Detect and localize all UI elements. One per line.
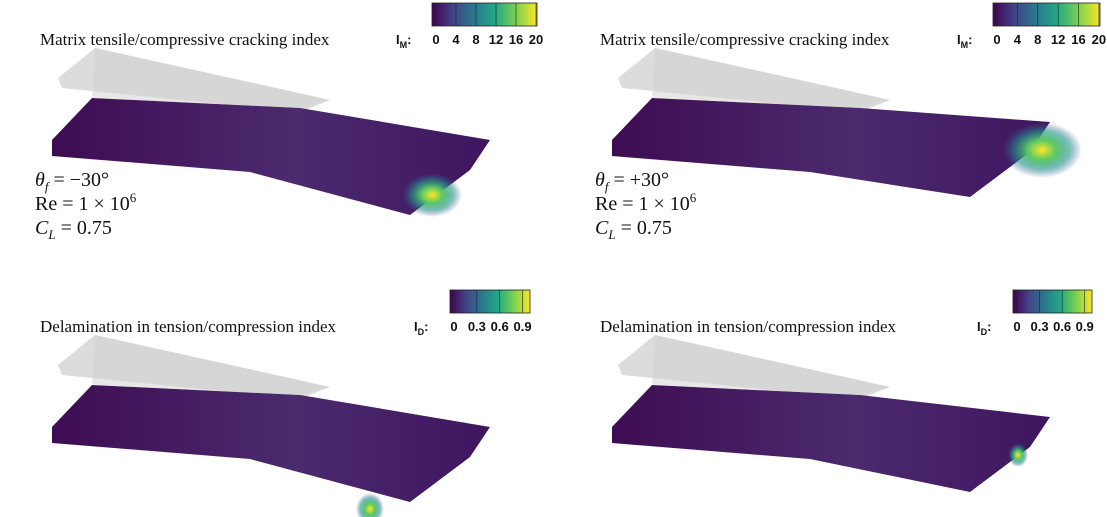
- panel-title: Matrix tensile/compressive cracking inde…: [40, 30, 330, 49]
- colorbar-label: IM:: [957, 32, 972, 50]
- panel-title: Delamination in tension/compression inde…: [40, 317, 337, 336]
- colorbar-tick-label: 16: [1071, 32, 1085, 47]
- annotation: θf = −30°: [35, 169, 109, 194]
- deformed-wing: [612, 98, 1050, 197]
- panel: Matrix tensile/compressive cracking inde…: [35, 3, 543, 242]
- figure: Matrix tensile/compressive cracking inde…: [0, 0, 1107, 517]
- wing-overlap: [652, 48, 890, 108]
- annotation-rest: = 0.75: [56, 217, 112, 239]
- annotation: θf = +30°: [595, 169, 669, 194]
- stress-hotspot: [1002, 122, 1082, 178]
- colorbar-tick-label: 0.9: [1076, 319, 1094, 334]
- annotation-rest: = 0.75: [616, 217, 672, 239]
- colorbar-tick-label: 0.9: [514, 319, 532, 334]
- annotation-superscript: 6: [130, 190, 137, 205]
- annotation-text: C: [35, 217, 49, 239]
- colorbar-tick-label: 0.3: [1031, 319, 1049, 334]
- colorbar-tick-label: 0: [432, 32, 439, 47]
- colorbar-suffix: :: [968, 32, 972, 47]
- colorbar-subscript: M: [961, 40, 969, 50]
- colorbar-tick-label: 16: [509, 32, 523, 47]
- panel: Delamination in tension/compression inde…: [600, 290, 1094, 492]
- stress-hotspot: [1008, 443, 1028, 467]
- panel: Delamination in tension/compression inde…: [40, 290, 532, 517]
- colorbar-tick-label: 4: [452, 32, 460, 47]
- annotation-subscript: L: [607, 227, 615, 242]
- wing-overlap: [92, 48, 330, 108]
- annotation: Re = 1 × 106: [35, 190, 137, 215]
- colorbar-tick-label: 0.3: [468, 319, 486, 334]
- colorbar-suffix: :: [987, 319, 991, 334]
- stress-hotspot: [402, 173, 462, 217]
- colorbar-tick-label: 0: [450, 319, 457, 334]
- colorbar-tick-label: 20: [529, 32, 543, 47]
- annotation-superscript: 6: [690, 190, 697, 205]
- colorbar-tick-label: 0.6: [1053, 319, 1071, 334]
- colorbar-tick-label: 8: [1034, 32, 1041, 47]
- annotation: Re = 1 × 106: [595, 190, 697, 215]
- wing-overlap: [92, 335, 330, 395]
- colorbar-tick-label: 0: [993, 32, 1000, 47]
- annotation-subscript: L: [47, 227, 55, 242]
- annotation: CL = 0.75: [595, 217, 672, 242]
- colorbar-tick-label: 12: [489, 32, 503, 47]
- colorbar-label: ID:: [414, 319, 428, 337]
- deformed-wing: [52, 385, 490, 502]
- colorbar: [450, 290, 530, 313]
- annotation-text: θ: [595, 169, 605, 191]
- colorbar-tick-label: 0: [1013, 319, 1020, 334]
- colorbar-tick-label: 4: [1014, 32, 1022, 47]
- deformed-wing: [612, 385, 1050, 492]
- annotation-rest: = +30°: [608, 169, 669, 191]
- annotation: CL = 0.75: [35, 217, 112, 242]
- colorbar-tick-label: 0.6: [491, 319, 509, 334]
- panel-title: Delamination in tension/compression inde…: [600, 317, 897, 336]
- colorbar-subscript: M: [400, 40, 408, 50]
- annotation-text: Re = 1 × 10: [35, 193, 130, 215]
- colorbar: [1013, 290, 1092, 313]
- panel: Matrix tensile/compressive cracking inde…: [595, 3, 1106, 242]
- annotation-text: Re = 1 × 10: [595, 193, 690, 215]
- annotation-rest: = −30°: [48, 169, 109, 191]
- stress-hotspot: [356, 493, 384, 517]
- colorbar-tick-label: 8: [472, 32, 479, 47]
- colorbar: [432, 3, 537, 26]
- colorbar: [993, 3, 1100, 26]
- colorbar-suffix: :: [424, 319, 428, 334]
- annotation-text: C: [595, 217, 609, 239]
- colorbar-label: IM:: [396, 32, 411, 50]
- wing-overlap: [652, 335, 890, 395]
- colorbar-label: ID:: [977, 319, 991, 337]
- colorbar-tick-label: 20: [1092, 32, 1106, 47]
- annotation-text: θ: [35, 169, 45, 191]
- colorbar-tick-label: 12: [1051, 32, 1065, 47]
- panel-title: Matrix tensile/compressive cracking inde…: [600, 30, 890, 49]
- colorbar-suffix: :: [407, 32, 411, 47]
